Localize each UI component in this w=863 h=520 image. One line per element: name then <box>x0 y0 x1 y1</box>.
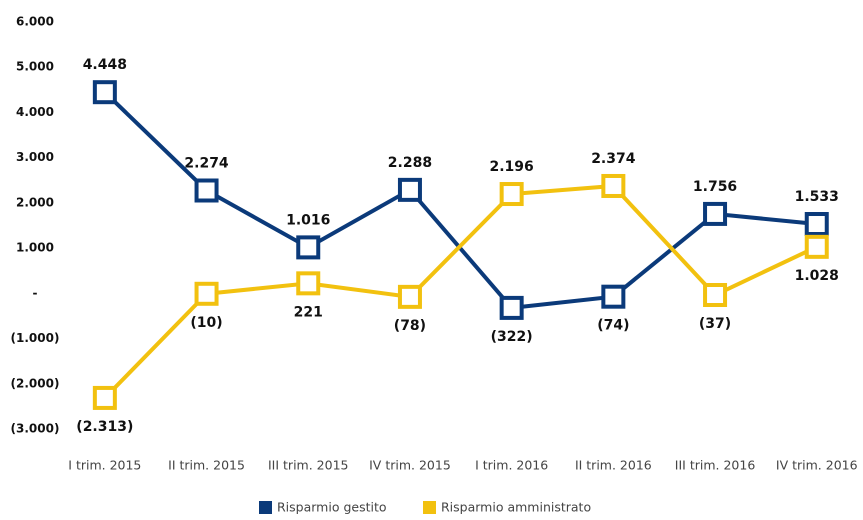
data-label: 2.288 <box>388 155 432 171</box>
point-marker <box>397 284 422 309</box>
y-tick-label: (3.000) <box>11 422 60 436</box>
point-marker <box>397 177 422 202</box>
data-label: 2.374 <box>591 151 636 167</box>
y-tick-label: 6.000 <box>16 15 54 29</box>
legend-swatch <box>423 501 436 514</box>
point-marker <box>499 295 524 320</box>
legend-swatch <box>259 501 272 514</box>
x-tick-label: I trim. 2016 <box>475 458 548 473</box>
y-tick-label: - <box>33 286 38 300</box>
x-tick-label: I trim. 2015 <box>68 458 141 473</box>
point-marker <box>703 283 728 308</box>
point-marker <box>499 182 524 207</box>
x-tick-label: IV trim. 2015 <box>369 458 451 473</box>
point-marker <box>601 284 626 309</box>
y-tick-label: 3.000 <box>16 150 54 164</box>
data-label: (322) <box>491 329 533 345</box>
data-label: 1.533 <box>795 189 839 205</box>
point-marker <box>92 80 117 105</box>
data-label: (78) <box>394 318 426 334</box>
data-label: 2.196 <box>490 159 534 175</box>
x-tick-label: III trim. 2016 <box>675 458 756 473</box>
point-marker <box>296 235 321 260</box>
data-label: 2.274 <box>184 155 229 171</box>
x-tick-label: IV trim. 2016 <box>776 458 858 473</box>
data-label: (10) <box>190 315 222 331</box>
y-tick-label: (1.000) <box>11 331 60 345</box>
data-label: 1.016 <box>286 212 330 228</box>
point-marker <box>92 385 117 410</box>
x-tick-label: III trim. 2015 <box>268 458 348 473</box>
legend-label: Risparmio gestito <box>277 500 387 515</box>
point-marker <box>804 212 829 237</box>
y-tick-label: 5.000 <box>16 60 54 74</box>
data-label: 1.028 <box>795 268 839 284</box>
y-tick-label: (2.000) <box>11 376 60 390</box>
y-tick-label: 4.000 <box>16 105 54 119</box>
data-label: 4.448 <box>83 57 127 73</box>
point-marker <box>194 178 219 203</box>
data-label: 221 <box>294 304 323 320</box>
point-marker <box>194 281 219 306</box>
data-label: (2.313) <box>76 419 133 435</box>
data-label: 1.756 <box>693 179 737 195</box>
point-marker <box>601 173 626 198</box>
x-tick-label: II trim. 2015 <box>168 458 245 473</box>
point-marker <box>296 271 321 296</box>
series-line <box>103 90 817 310</box>
y-tick-label: 1.000 <box>16 241 54 255</box>
point-marker <box>804 234 829 259</box>
x-tick-label: II trim. 2016 <box>575 458 652 473</box>
data-label: (74) <box>597 318 629 334</box>
legend-label: Risparmio amministrato <box>441 500 591 515</box>
point-marker <box>703 201 728 226</box>
y-tick-label: 2.000 <box>16 195 54 209</box>
data-label: (37) <box>699 316 731 332</box>
series-line <box>103 183 818 400</box>
